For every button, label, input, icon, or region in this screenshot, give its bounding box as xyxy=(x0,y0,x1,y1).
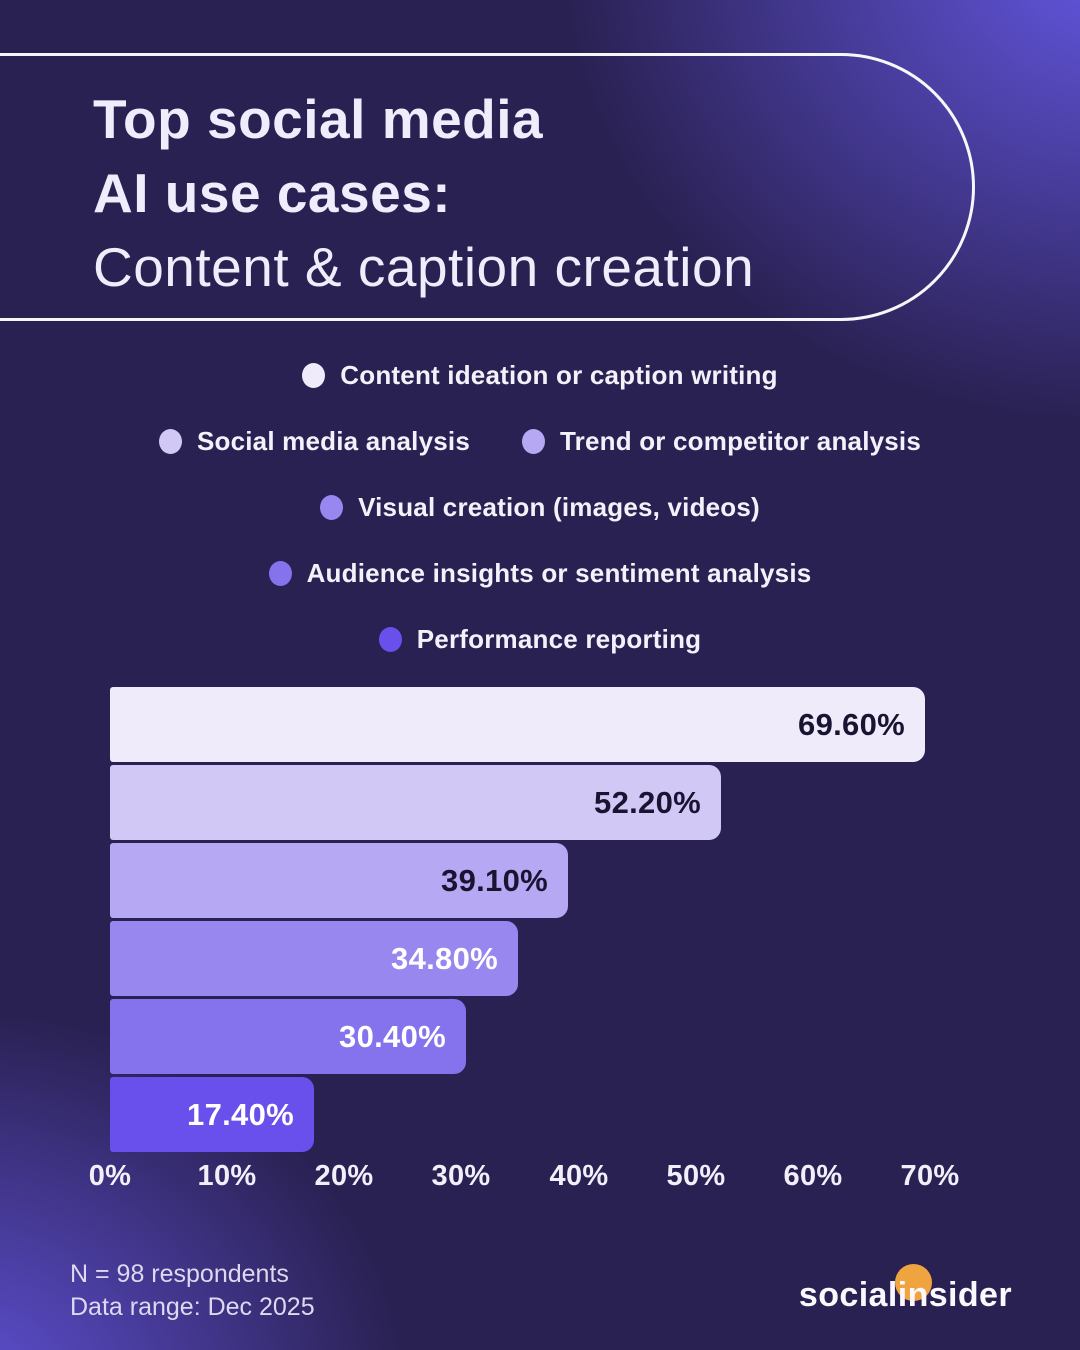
x-tick-label: 20% xyxy=(314,1160,374,1192)
title-pill: Top social media AI use cases: Content &… xyxy=(0,53,975,321)
legend-label: Social media analysis xyxy=(196,425,470,456)
bar-value-label: 52.20% xyxy=(594,784,701,820)
bar: 69.60% xyxy=(110,687,925,762)
legend-dot-icon xyxy=(378,626,402,652)
legend-dot-icon xyxy=(268,560,292,586)
legend-row: Performance reporting xyxy=(0,624,1080,654)
page-title-line-3: Content & caption creation xyxy=(93,236,755,298)
bar-value-label: 34.80% xyxy=(391,940,498,976)
legend-dot-icon xyxy=(320,494,344,520)
bar-value-label: 39.10% xyxy=(441,862,548,898)
x-tick-label: 60% xyxy=(783,1160,843,1192)
legend-dot-icon xyxy=(521,428,545,454)
legend-item: Visual creation (images, videos) xyxy=(320,492,760,523)
x-tick-label: 70% xyxy=(900,1160,960,1192)
legend-label: Content ideation or caption writing xyxy=(340,359,778,390)
brand-name-suffix: insider xyxy=(897,1276,1012,1314)
legend-row: Social media analysis Trend or competitor… xyxy=(0,426,1080,456)
chart-legend: Content ideation or caption writing Socia… xyxy=(0,360,1080,690)
legend-item: Performance reporting xyxy=(378,623,702,655)
x-tick-label: 30% xyxy=(431,1160,491,1192)
legend-row: Visual creation (images, videos) xyxy=(0,492,1080,522)
bar: 39.10% xyxy=(110,843,568,918)
legend-dot-icon xyxy=(158,428,182,454)
bar: 52.20% xyxy=(110,765,721,840)
legend-label: Trend or competitor analysis xyxy=(559,425,922,456)
bar-value-label: 17.40% xyxy=(187,1096,294,1132)
x-tick-label: 10% xyxy=(197,1160,257,1192)
footnote: N = 98 respondents Data range: Dec 2025 xyxy=(70,1258,315,1324)
bars: 69.60% 52.20% 39.10% 34.80% 30.40% 17.40% xyxy=(110,687,930,1155)
x-tick-label: 40% xyxy=(549,1160,609,1192)
legend-row: Audience insights or sentiment analysis xyxy=(0,558,1080,588)
x-tick-label: 50% xyxy=(666,1160,726,1192)
bar: 34.80% xyxy=(110,921,518,996)
bar: 30.40% xyxy=(110,999,466,1074)
legend-label: Performance reporting xyxy=(416,623,702,654)
brand-logo: socialinsider xyxy=(798,1264,1012,1322)
respondents-note: N = 98 respondents xyxy=(70,1260,289,1288)
bar-value-label: 30.40% xyxy=(339,1018,446,1054)
legend-label: Audience insights or sentiment analysis xyxy=(306,557,812,588)
brand-orange-dot-icon xyxy=(894,1264,932,1301)
legend-item: Social media analysis xyxy=(158,425,470,457)
brand-name-prefix: social xyxy=(798,1276,898,1314)
legend-item: Audience insights or sentiment analysis xyxy=(268,557,812,589)
legend-item: Content ideation or caption writing xyxy=(302,359,778,391)
legend-item: Trend or competitor analysis xyxy=(521,425,922,457)
bar: 17.40% xyxy=(110,1077,314,1152)
data-range-note: Data range: Dec 2025 xyxy=(70,1293,315,1321)
legend-row: Content ideation or caption writing xyxy=(0,360,1080,390)
page-title-line-2: AI use cases: xyxy=(93,162,452,224)
legend-dot-icon xyxy=(302,362,326,388)
legend-label: Visual creation (images, videos) xyxy=(358,491,760,522)
bar-value-label: 69.60% xyxy=(798,706,905,742)
x-tick-label: 0% xyxy=(88,1160,132,1192)
x-axis: 0% 10% 20% 30% 40% 50% 60% 70% xyxy=(89,1160,959,1196)
page-title-line-1: Top social media xyxy=(93,88,544,150)
